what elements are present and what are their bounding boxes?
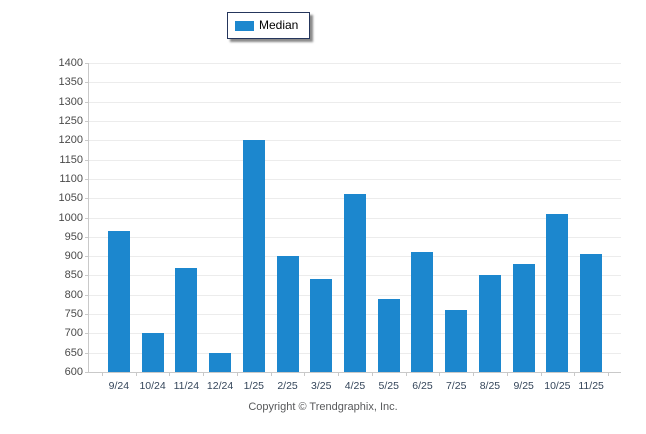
y-tick-label: 1200	[58, 134, 83, 147]
y-tick-label: 1050	[58, 192, 83, 205]
x-tick-label: 4/25	[344, 380, 366, 392]
x-axis-tick	[270, 372, 272, 376]
bar-2/25	[276, 256, 299, 372]
gridline	[89, 120, 621, 122]
bar-10/25	[546, 213, 569, 372]
y-axis-tick	[85, 275, 89, 277]
x-axis-tick	[405, 372, 407, 376]
bar-11/25	[580, 254, 603, 372]
x-tick-label: 1/25	[243, 380, 265, 392]
y-tick-label: 650	[64, 346, 83, 359]
bar-1/25	[242, 140, 265, 372]
legend-swatch-median	[235, 20, 254, 31]
bar-11/24	[175, 267, 198, 372]
x-axis-tick	[169, 372, 171, 376]
x-axis-tick	[203, 372, 205, 376]
x-tick-label: 7/25	[445, 380, 467, 392]
x-tick-label: 12/24	[206, 380, 234, 392]
bar-9/25	[512, 263, 535, 372]
y-tick-label: 600	[64, 366, 83, 378]
gridline	[89, 140, 621, 142]
bar-8/25	[478, 275, 501, 372]
x-tick-label: 9/25	[513, 380, 534, 392]
y-tick-label: 900	[64, 250, 83, 263]
bar-12/24	[209, 352, 232, 372]
y-axis-tick	[85, 159, 89, 161]
y-tick-label: 1100	[59, 172, 83, 185]
x-axis-tick	[135, 372, 137, 376]
y-axis-tick	[85, 236, 89, 238]
y-axis-tick	[85, 178, 89, 180]
bar-7/25	[445, 310, 468, 372]
bar-5/25	[377, 298, 400, 372]
y-axis-tick	[85, 82, 89, 84]
y-axis-tick	[85, 140, 89, 142]
x-axis-tick	[304, 372, 306, 376]
y-tick-label: 950	[64, 230, 83, 243]
x-tick-label: 5/25	[378, 380, 399, 392]
gridline	[89, 63, 621, 64]
y-axis-tick	[85, 372, 89, 373]
bar-3/25	[310, 279, 333, 372]
x-tick-label: 11/25	[578, 380, 604, 392]
y-tick-label: 1300	[58, 95, 83, 108]
y-axis-tick	[85, 333, 89, 335]
gridline	[89, 101, 621, 103]
gridline	[89, 178, 621, 180]
x-axis-tick	[608, 372, 609, 376]
y-axis-tick	[85, 198, 89, 200]
x-tick-label: 10/25	[544, 380, 571, 392]
copyright-text: Copyright © Trendgraphix, Inc.	[248, 401, 398, 413]
y-tick-label: 1150	[59, 153, 83, 166]
y-tick-label: 800	[64, 288, 83, 301]
x-axis-tick	[236, 372, 238, 376]
y-axis-tick	[85, 120, 89, 122]
x-axis-tick	[371, 372, 373, 376]
bar-6/25	[411, 252, 434, 372]
x-tick-label: 3/25	[311, 380, 332, 392]
bar-4/25	[344, 194, 366, 372]
y-tick-label: 1250	[58, 114, 83, 127]
y-tick-label: 850	[64, 269, 83, 282]
plot-area: 1400 1350 1300 1250 1200 1150 1100 1050 1000 950 9…	[59, 57, 621, 392]
y-axis-tick	[85, 294, 89, 296]
bar-10/24	[141, 333, 164, 372]
legend-label: Median	[259, 18, 299, 32]
legend: Median	[227, 12, 311, 39]
x-axis-tick	[574, 372, 576, 376]
gridline	[89, 82, 621, 84]
y-tick-label: 1400	[58, 57, 83, 69]
y-axis-title: Median Price (in $,000) %	[0, 70, 3, 370]
y-axis-tick	[85, 101, 89, 103]
y-tick-label: 700	[64, 327, 83, 340]
y-tick-label: 1350	[58, 76, 83, 89]
x-axis-tick	[506, 372, 508, 376]
x-tick-label: 9/24	[108, 380, 130, 392]
bar-9/24	[107, 231, 130, 372]
y-axis-tick	[85, 63, 89, 64]
x-axis-tick	[473, 372, 475, 376]
x-tick-label: 2/25	[277, 380, 298, 392]
x-tick-label: 11/24	[173, 380, 200, 392]
x-tick-label: 6/25	[412, 380, 433, 392]
y-axis-tick	[85, 217, 89, 219]
x-axis-tick	[439, 372, 441, 376]
x-axis-tick	[338, 372, 340, 376]
y-axis-tick	[85, 314, 89, 316]
y-tick-label: 1000	[58, 211, 83, 224]
gridline	[89, 159, 621, 161]
x-axis-tick	[540, 372, 542, 376]
y-axis-tick	[85, 352, 89, 354]
y-axis-tick	[85, 256, 89, 258]
x-tick-label: 10/24	[139, 380, 166, 392]
x-tick-label: 8/25	[479, 380, 501, 392]
x-axis-tick	[102, 372, 103, 376]
y-tick-label: 750	[64, 308, 83, 321]
